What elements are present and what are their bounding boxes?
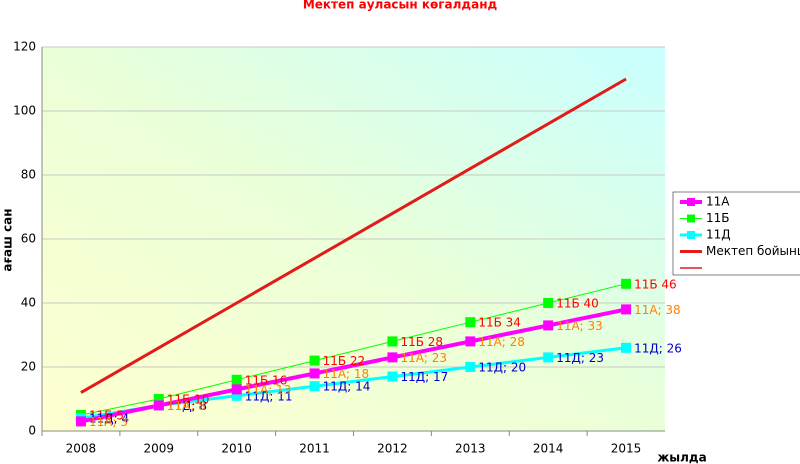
data-label: 11Б 22: [323, 354, 366, 368]
data-label: 11А; 38: [634, 303, 681, 317]
y-axis-label: ағаш сан: [1, 208, 15, 271]
marker: [231, 384, 242, 395]
y-tick-label: 60: [21, 232, 36, 246]
data-label: 11А; 28: [478, 335, 525, 349]
y-tick-label: 0: [28, 424, 36, 438]
x-tick-label: 2012: [377, 442, 408, 456]
data-label: 11Д; 14: [323, 380, 371, 394]
data-label: 11Б 10: [167, 393, 210, 407]
data-label: 11А; 3: [89, 415, 128, 429]
x-tick-label: 2013: [455, 442, 486, 456]
marker: [231, 390, 242, 401]
legend-marker: [687, 214, 695, 223]
data-label: 11Д; 4: [89, 412, 129, 426]
x-tick-label: 2011: [299, 442, 330, 456]
x-tick-label: 2010: [221, 442, 252, 456]
marker: [543, 320, 554, 331]
data-label: 11А; 8: [167, 399, 206, 413]
marker: [621, 278, 632, 289]
marker: [543, 298, 554, 308]
legend-label: Мектеп бойынша: [706, 244, 800, 258]
marker: [309, 368, 320, 379]
chart-layer: 0 20 40 60 80 100 120 2008 2009 2010 2011 2012 2013 2…: [13, 40, 800, 456]
data-label: 11Б 40: [556, 297, 599, 311]
x-tick-label: 2015: [611, 442, 642, 456]
data-label: 11Б 34: [478, 316, 521, 330]
marker: [309, 355, 320, 366]
legend-label: 11А: [706, 195, 730, 209]
x-tick-label: 2008: [66, 442, 97, 456]
y-tick-label: 40: [21, 296, 36, 310]
data-label: 11Д; 8: [167, 399, 207, 413]
marker: [75, 416, 86, 427]
x-tick-label: 2009: [144, 442, 175, 456]
marker: [153, 400, 164, 411]
chart-title: Мектеп ауласын көгалданд: [303, 0, 498, 12]
marker: [465, 362, 476, 372]
legend-label: 11Б: [706, 211, 730, 225]
data-label: 11Д; 11: [245, 389, 293, 403]
data-label: 11А; 23: [400, 351, 447, 365]
data-label: 11Б 5: [89, 409, 124, 423]
y-tick-label: 20: [21, 360, 36, 374]
legend-label: 11Д: [706, 228, 731, 242]
marker: [465, 317, 476, 328]
data-label: 11Б 16: [245, 373, 288, 387]
legend-marker: [687, 198, 695, 206]
marker: [387, 336, 398, 347]
marker: [387, 352, 398, 363]
x-axis-label: жылда: [657, 451, 706, 464]
marker: [621, 304, 632, 315]
x-tick-label: 2014: [533, 442, 564, 456]
marker: [231, 374, 242, 385]
data-label: 11А; 18: [323, 367, 370, 381]
y-tick-label: 120: [13, 40, 36, 54]
data-label: 11А; 13: [245, 383, 292, 397]
y-tick-label: 100: [13, 104, 36, 118]
marker: [387, 371, 398, 382]
marker: [153, 394, 164, 404]
data-label: 11Д; 20: [478, 361, 526, 375]
data-label: 11Д; 17: [400, 370, 448, 384]
marker: [309, 381, 320, 392]
series-line: [80, 77, 627, 394]
marker: [543, 352, 554, 363]
marker: [465, 336, 476, 347]
data-label: 11Б 28: [400, 335, 443, 349]
legend-marker: [687, 231, 695, 239]
data-label: 11Б 46: [634, 277, 677, 291]
data-label: 11Д; 23: [556, 351, 604, 365]
series-line: [80, 283, 627, 416]
marker: [621, 342, 632, 353]
data-label: 11А; 33: [556, 319, 603, 333]
y-tick-label: 80: [21, 168, 36, 182]
series-line: [80, 307, 627, 424]
data-label: 11Д; 26: [634, 341, 682, 355]
